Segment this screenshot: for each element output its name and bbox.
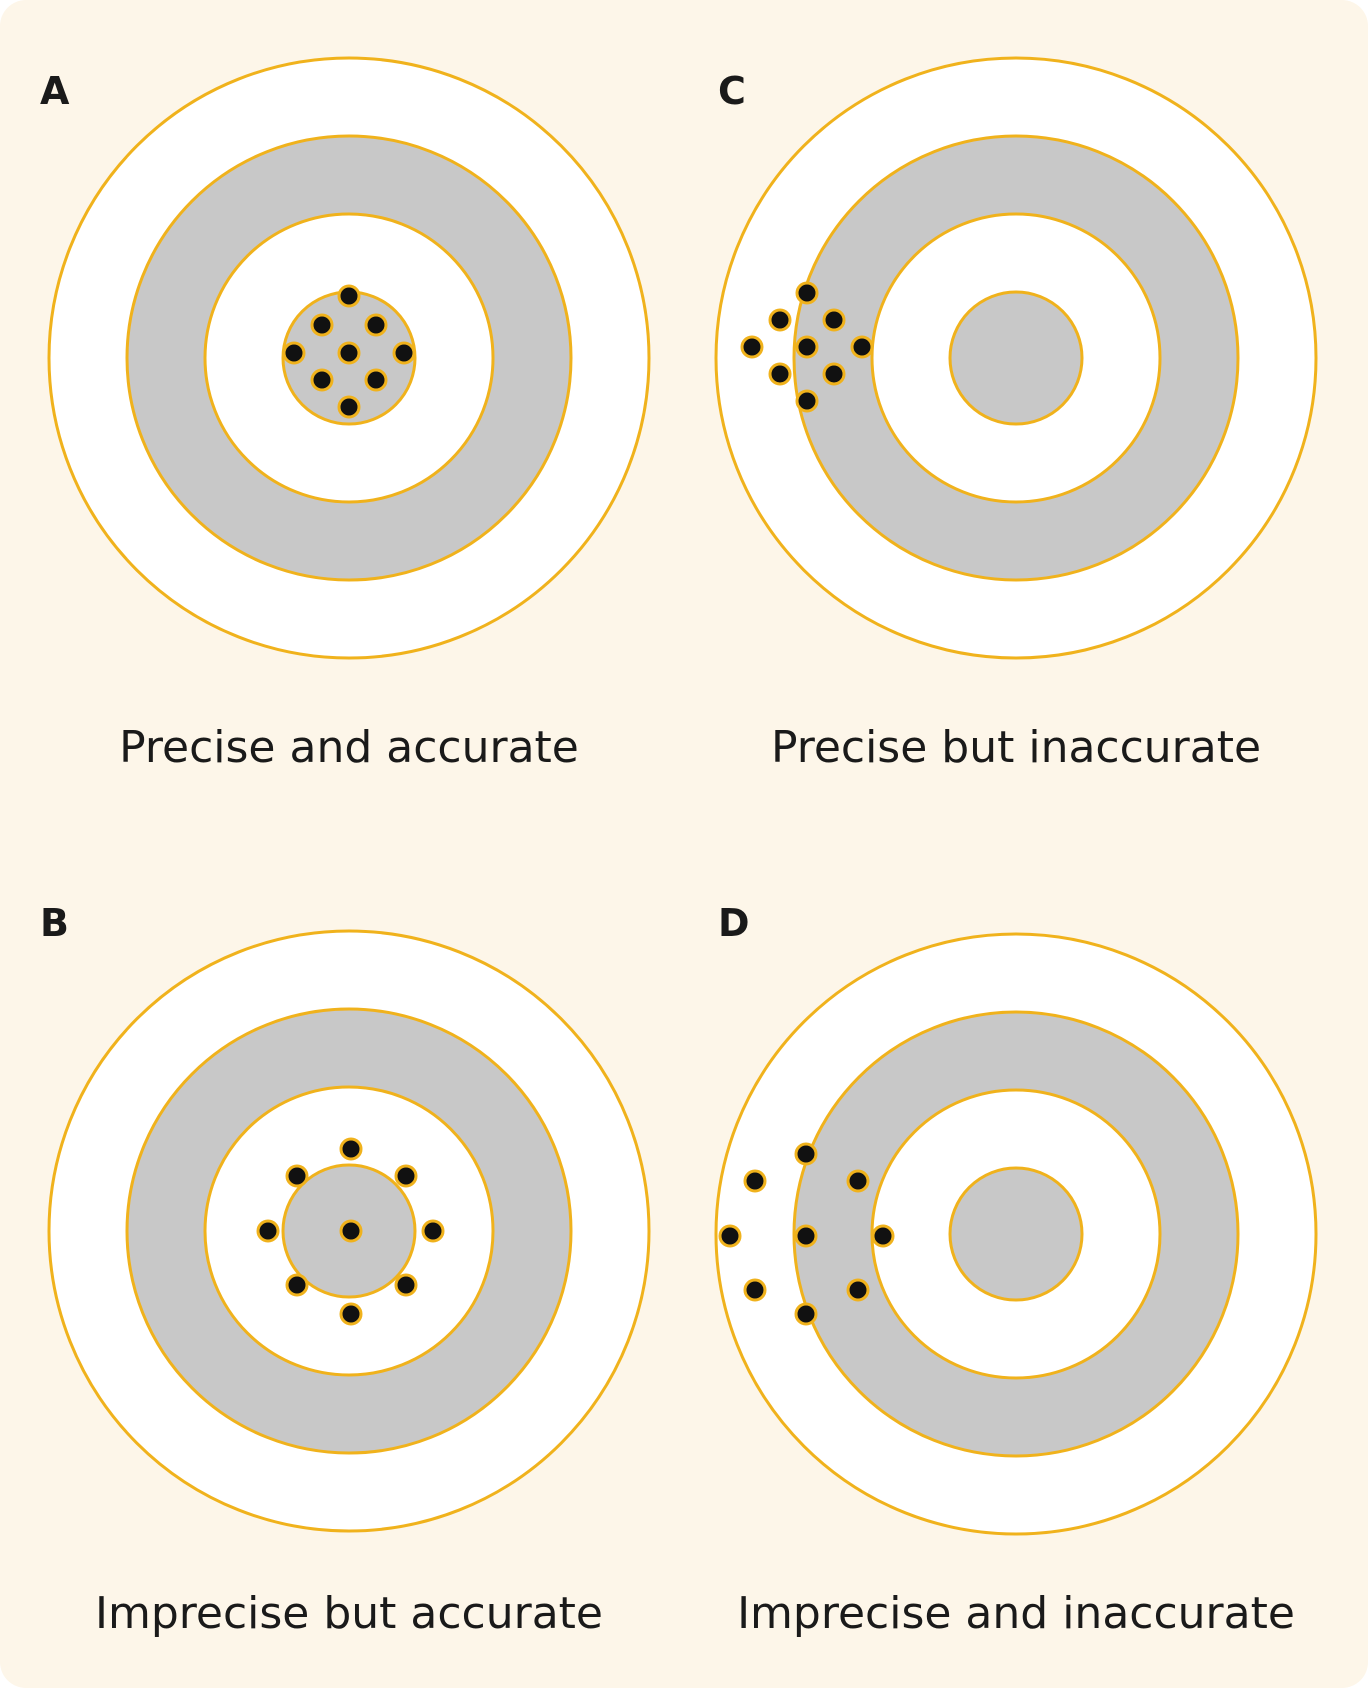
shot-dot	[364, 313, 388, 337]
shot-dot	[310, 313, 334, 337]
shot-dot	[421, 1219, 445, 1243]
shot-dot	[743, 1278, 767, 1302]
shot-dot	[394, 1164, 418, 1188]
shot-dot	[285, 1164, 309, 1188]
shot-dot	[339, 1137, 363, 1161]
shot-dot	[795, 335, 819, 359]
shot-dot	[795, 281, 819, 305]
panel-caption: Imprecise and inaccurate	[737, 1588, 1295, 1639]
shot-dot	[794, 1224, 818, 1248]
panel-letter: B	[40, 901, 69, 945]
shot-dot	[743, 1169, 767, 1193]
shot-dot	[718, 1224, 742, 1248]
shot-dot	[794, 1142, 818, 1166]
shot-cluster	[256, 1137, 445, 1326]
panel-c: C Precise but inaccurate	[714, 56, 1318, 773]
shot-cluster	[282, 284, 416, 419]
panel-letter: C	[718, 69, 746, 113]
shot-dot	[768, 308, 792, 332]
shot-dot	[740, 335, 764, 359]
shot-dot	[768, 362, 792, 386]
shot-dot	[337, 284, 361, 308]
shot-dot	[795, 389, 819, 413]
panel-caption: Imprecise but accurate	[95, 1588, 603, 1639]
shot-dot	[822, 362, 846, 386]
shot-dot	[850, 335, 874, 359]
panel-letter: A	[40, 69, 70, 113]
target	[714, 56, 1318, 660]
shot-dot	[364, 368, 388, 392]
shot-dot	[392, 341, 416, 365]
shot-dot	[256, 1219, 280, 1243]
shot-dot	[339, 1219, 363, 1243]
bullseye	[948, 1166, 1084, 1302]
shot-dot	[337, 395, 361, 419]
target	[714, 932, 1318, 1536]
panel-b: B Imprecise but accurate	[40, 901, 651, 1639]
shot-dot	[337, 341, 361, 365]
shot-dot	[310, 368, 334, 392]
shot-dot	[846, 1169, 870, 1193]
shot-dot	[794, 1302, 818, 1326]
shot-dot	[846, 1278, 870, 1302]
shot-dot	[282, 341, 306, 365]
shot-dot	[339, 1302, 363, 1326]
shot-dot	[871, 1224, 895, 1248]
shot-dot	[285, 1273, 309, 1297]
bullseye	[948, 290, 1084, 426]
shot-dot	[394, 1273, 418, 1297]
panel-d: D Imprecise and inaccurate	[714, 901, 1318, 1639]
shot-cluster	[740, 281, 874, 413]
panel-a: A Precise and accurate	[40, 56, 651, 773]
panel-letter: D	[718, 901, 750, 945]
panel-caption: Precise and accurate	[119, 722, 579, 773]
shot-cluster	[718, 1142, 895, 1326]
shot-dot	[822, 308, 846, 332]
panel-caption: Precise but inaccurate	[771, 722, 1261, 773]
